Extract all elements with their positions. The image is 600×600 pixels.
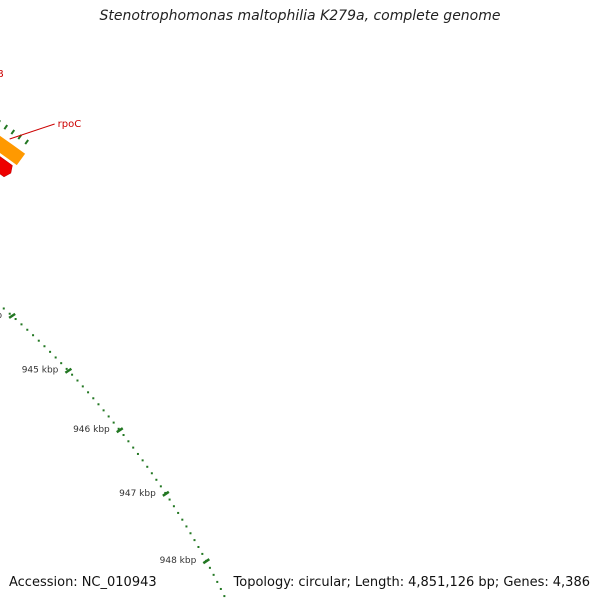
scale-dot	[208, 566, 211, 569]
gene-labels: rplArplJrplLrpoBrpoC	[0, 69, 82, 140]
outer-tick	[10, 129, 16, 135]
scale-dot	[189, 532, 192, 535]
genome-stats: Topology: circular; Length: 4,851,126 bp; Ge…	[234, 575, 590, 590]
scale-major-tick	[162, 490, 170, 497]
scale-dot	[197, 545, 200, 548]
genes-value: 4,386	[552, 575, 590, 590]
feature-tracks	[0, 120, 29, 178]
scale-tick-label: 944 kbp	[0, 311, 2, 321]
scale-dot	[185, 525, 188, 528]
scale-dot	[107, 415, 110, 418]
scale-dot	[81, 385, 84, 388]
scale-tick-label: 946 kbp	[73, 425, 110, 435]
scale-dot	[71, 373, 74, 376]
scale-dot	[97, 403, 100, 406]
accession-value: NC_010943	[81, 575, 157, 590]
scale-tick-label: 947 kbp	[119, 489, 156, 499]
gene-leader-line	[9, 123, 55, 140]
scale-dot	[32, 334, 35, 337]
scale-dot	[177, 511, 180, 514]
scale-dot	[117, 427, 120, 430]
gene-label[interactable]: rpoB	[0, 69, 4, 80]
accession-label: Accession:	[9, 575, 78, 590]
scale-dot	[60, 362, 63, 365]
scale-dot	[49, 350, 52, 353]
scale-dot	[54, 356, 57, 359]
scale-dot	[87, 391, 90, 394]
outer-tick	[3, 124, 9, 130]
scale-dot	[37, 339, 40, 342]
genome-title: Stenotrophomonas maltophilia K279a, comp…	[99, 8, 501, 24]
scale-major-tick	[202, 558, 211, 565]
genes-label: Genes:	[503, 575, 549, 590]
scale-dot	[65, 367, 68, 370]
outer-tick	[24, 139, 29, 145]
scale-dot	[159, 485, 162, 488]
scale-dot	[92, 397, 95, 400]
scale-dot	[20, 323, 23, 326]
topology-value: circular;	[298, 575, 351, 590]
scale-dot	[168, 498, 171, 501]
scale-dot	[219, 587, 222, 590]
scale-dot	[172, 505, 175, 508]
scale-dot	[132, 446, 135, 449]
scale-dot	[76, 379, 79, 382]
scale-dot	[122, 434, 125, 437]
scale-dot	[181, 518, 184, 521]
length-value: 4,851,126 bp;	[408, 575, 500, 590]
scale-dot	[26, 328, 29, 331]
scale-dot	[102, 409, 105, 412]
scale-ticks: 938 kbp939 kbp940 kbp941 kbp942 kbp943 k…	[0, 307, 226, 598]
scale-dot	[127, 440, 130, 443]
scale-dot	[216, 580, 219, 583]
accession-info: Accession: NC_010943	[9, 575, 157, 590]
scale-dot	[43, 345, 46, 348]
scale-dot	[155, 478, 158, 481]
orange-feature	[0, 135, 26, 166]
topology-label: Topology:	[233, 575, 295, 590]
scale-dot	[223, 595, 226, 598]
scale-dot	[193, 539, 196, 542]
scale-dot	[14, 318, 17, 321]
length-label: Length:	[354, 575, 405, 590]
scale-dot	[141, 459, 144, 462]
scale-dot	[146, 465, 149, 468]
scale-dot	[8, 312, 11, 315]
scale-dot	[150, 472, 153, 475]
scale-major-tick	[8, 312, 16, 319]
scale-dot	[212, 573, 215, 576]
scale-dot	[136, 452, 139, 455]
scale-tick-label: 945 kbp	[22, 366, 59, 376]
gene-label[interactable]: rpoC	[58, 119, 82, 130]
scale-dot	[201, 552, 204, 555]
cds-feature	[0, 156, 13, 178]
scale-tick-label: 948 kbp	[160, 556, 197, 566]
scale-major-tick	[64, 367, 73, 374]
scale-dot	[2, 307, 5, 310]
scale-dot	[112, 421, 115, 424]
scale-major-tick	[116, 427, 124, 434]
